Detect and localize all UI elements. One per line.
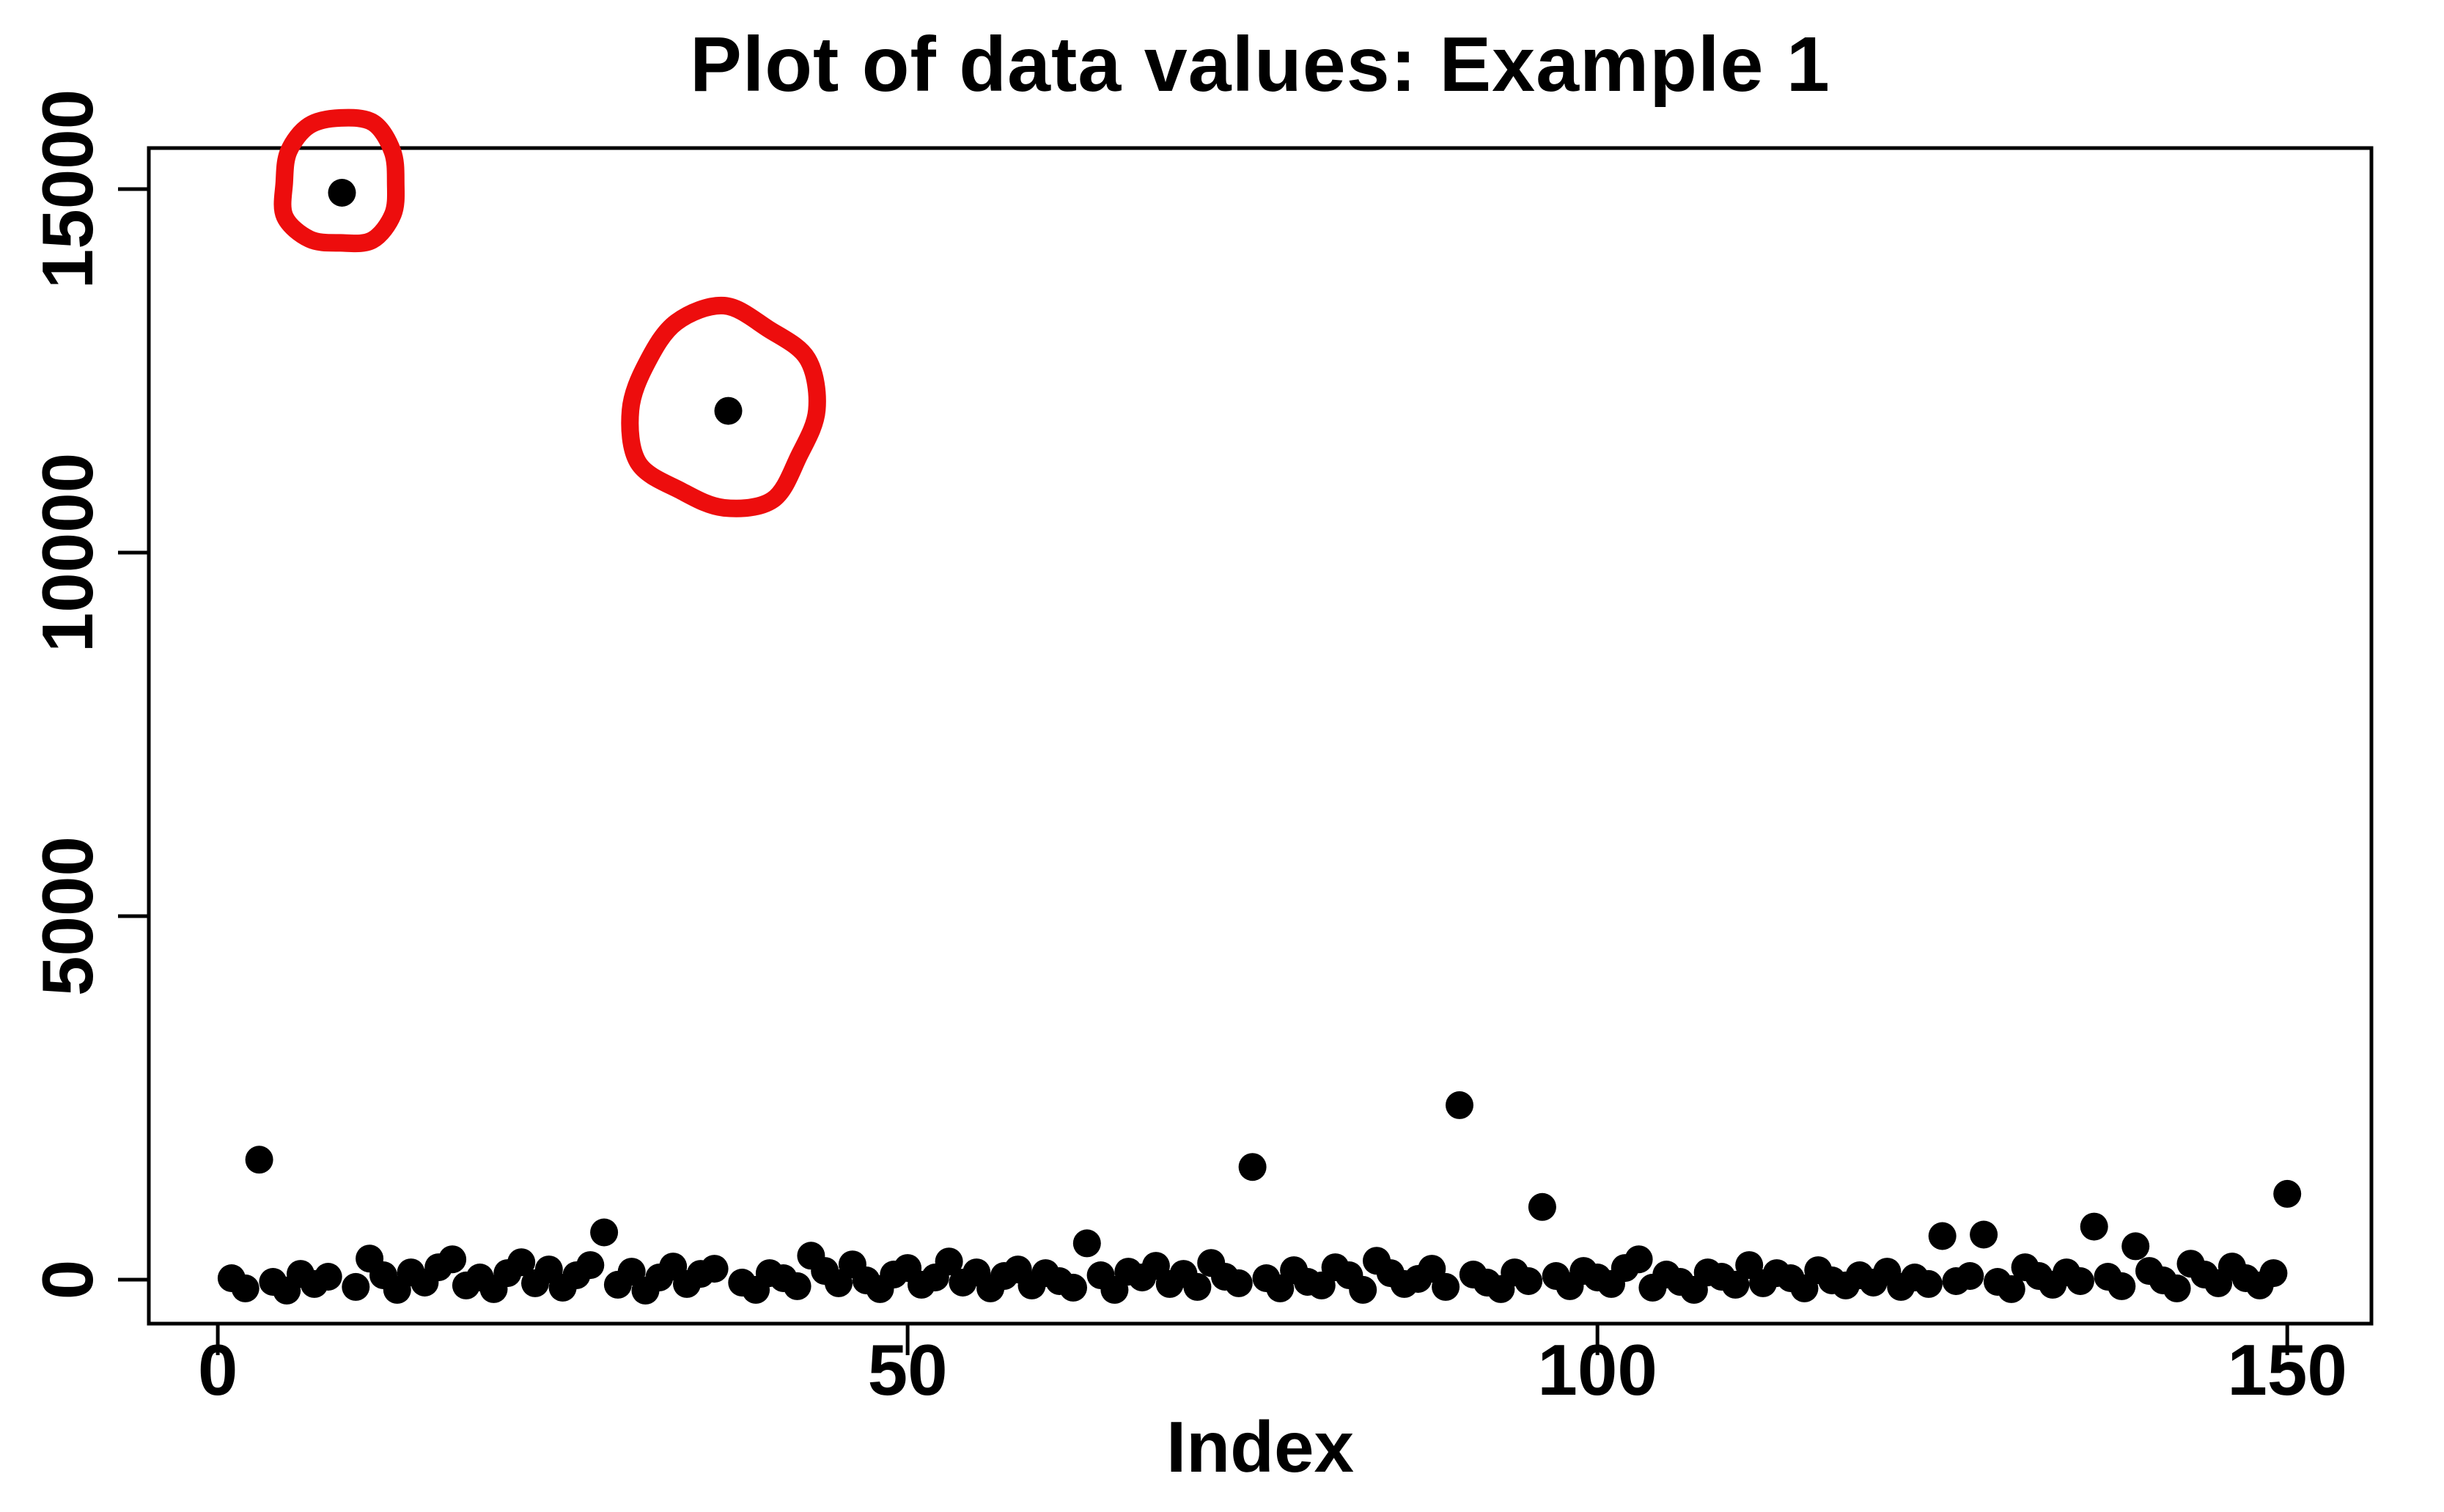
data-point: [2121, 1232, 2150, 1261]
data-point: [245, 1146, 273, 1174]
plot-border: [147, 146, 2374, 1326]
x-axis-title: Index: [1166, 1406, 1354, 1487]
data-point: [1446, 1091, 1473, 1119]
data-point: [700, 1255, 729, 1283]
data-point: [1432, 1272, 1460, 1301]
y-tick-label: 0: [27, 1260, 108, 1300]
data-point: [231, 1274, 260, 1302]
x-tick-label: 50: [868, 1330, 948, 1410]
chart-title: Plot of data values: Example 1: [690, 21, 1830, 108]
data-point: [1528, 1192, 1556, 1221]
data-point: [507, 1248, 536, 1277]
data-point: [2108, 1272, 2136, 1300]
data-point: [2066, 1267, 2094, 1295]
data-point: [1721, 1270, 1750, 1299]
x-tick-label: 0: [198, 1330, 238, 1410]
data-point: [1072, 1229, 1101, 1258]
data-point: [1997, 1275, 2025, 1303]
data-point: [1183, 1272, 1212, 1301]
outlier-annotations: [273, 108, 826, 517]
data-point: [2163, 1274, 2191, 1302]
data-point: [2080, 1212, 2108, 1241]
data-point: [2273, 1179, 2302, 1208]
data-point: [314, 1263, 342, 1291]
data-points: [217, 179, 2302, 1305]
data-point: [1349, 1275, 1377, 1304]
red-outlier-circle: [273, 108, 405, 253]
y-tick-label: 15000: [27, 89, 108, 290]
data-point: [935, 1247, 963, 1276]
data-point: [1970, 1220, 1998, 1249]
y-tick-label: 10000: [27, 453, 108, 653]
data-point: [590, 1218, 619, 1247]
red-outlier-circle: [621, 296, 826, 517]
data-point: [1956, 1262, 1984, 1290]
data-point: [783, 1272, 811, 1300]
data-point: [1928, 1222, 1957, 1250]
data-point: [1624, 1245, 1653, 1274]
data-point: [2259, 1259, 2288, 1288]
y-tick-label: 5000: [27, 836, 108, 996]
data-point: [1238, 1153, 1267, 1181]
data-point: [714, 397, 743, 425]
data-point: [1059, 1273, 1087, 1302]
data-point: [342, 1272, 370, 1301]
x-tick-label: 150: [2227, 1330, 2347, 1410]
data-point: [1914, 1269, 1943, 1298]
data-point: [576, 1251, 605, 1280]
data-point: [328, 179, 356, 207]
axes: 0 5000 10000 15000 0 50 100 150: [27, 89, 2374, 1410]
data-point: [438, 1245, 467, 1274]
data-point: [1514, 1267, 1543, 1295]
x-tick-label: 100: [1537, 1330, 1657, 1410]
data-point: [1224, 1269, 1253, 1297]
